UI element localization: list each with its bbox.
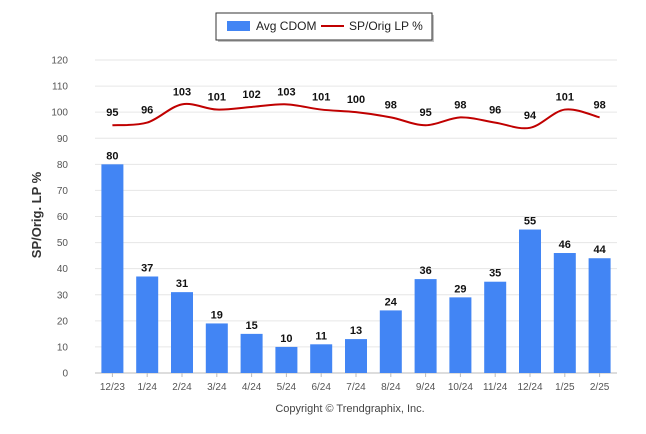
x-tick-label: 12/23 xyxy=(100,382,125,393)
line-data-label: 101 xyxy=(208,92,226,104)
x-tick-label: 3/24 xyxy=(207,382,227,393)
x-tick-label: 1/24 xyxy=(137,382,157,393)
bar-data-label: 44 xyxy=(593,244,606,256)
x-tick-label: 7/24 xyxy=(346,382,366,393)
line-data-label: 96 xyxy=(141,105,153,117)
y-tick-label: 120 xyxy=(51,56,68,67)
bar xyxy=(449,297,472,373)
y-axis-ticks: 0 10 20 30 40 50 60 70 80 90 100 110 120 xyxy=(51,56,68,380)
line-data-label: 96 xyxy=(489,105,501,117)
x-tick-label: 4/24 xyxy=(242,382,262,393)
bar xyxy=(310,344,333,373)
bar xyxy=(136,276,159,373)
line-data-label: 100 xyxy=(347,94,365,106)
legend-label-sp-orig-lp: SP/Orig LP % xyxy=(349,19,423,33)
y-tick-label: 90 xyxy=(57,134,69,145)
line-data-label: 102 xyxy=(242,89,260,101)
copyright-footer: Copyright © Trendgraphix, Inc. xyxy=(275,403,424,415)
line-data-label: 101 xyxy=(556,92,574,104)
line-path xyxy=(112,102,600,130)
y-tick-label: 60 xyxy=(57,212,69,223)
x-tick-label: 2/24 xyxy=(172,382,192,393)
legend-label-avg-cdom: Avg CDOM xyxy=(256,19,316,33)
y-tick-label: 20 xyxy=(57,316,69,327)
bar-data-label: 15 xyxy=(245,320,257,332)
bar-data-label: 35 xyxy=(489,268,501,280)
bar-data-label: 80 xyxy=(106,150,118,162)
y-tick-label: 110 xyxy=(52,82,68,93)
bar-data-label: 37 xyxy=(141,262,153,274)
y-tick-label: 40 xyxy=(57,264,69,275)
bar-series: 80 37 31 19 15 10 11 13 24 36 29 35 55 46 44 xyxy=(101,150,611,373)
bar-data-label: 10 xyxy=(280,333,292,345)
y-tick-label: 0 xyxy=(62,369,68,380)
x-tick-label: 2/25 xyxy=(590,382,610,393)
line-data-label: 98 xyxy=(593,99,605,111)
bar-data-label: 19 xyxy=(211,309,223,321)
x-tick-label: 10/24 xyxy=(448,382,473,393)
bar xyxy=(414,279,437,373)
legend-swatch-avg-cdom xyxy=(227,21,250,31)
y-tick-label: 70 xyxy=(57,186,69,197)
bar-data-label: 31 xyxy=(176,278,188,290)
line-data-label: 101 xyxy=(312,92,330,104)
x-axis-ticks: 12/23 1/24 2/24 3/24 4/24 5/24 6/24 7/24 8/24 9/2… xyxy=(100,373,610,393)
x-tick-label: 9/24 xyxy=(416,382,436,393)
bar xyxy=(519,229,541,373)
bar xyxy=(240,333,263,373)
bar-data-label: 55 xyxy=(524,216,536,228)
x-tick-label: 11/24 xyxy=(483,382,508,393)
bar xyxy=(345,339,367,373)
bar-data-label: 46 xyxy=(559,239,571,251)
bar-data-label: 24 xyxy=(385,296,398,308)
x-tick-label: 8/24 xyxy=(381,382,401,393)
line-series: 95 96 103 101 102 103 101 100 98 95 98 96 94 101 98 xyxy=(106,86,606,130)
line-data-label: 103 xyxy=(277,86,295,98)
x-tick-label: 1/25 xyxy=(555,382,575,393)
bar-data-label: 36 xyxy=(419,265,431,277)
x-tick-label: 12/24 xyxy=(517,382,542,393)
bar xyxy=(553,253,576,373)
y-axis-label: SP/Orig. LP % xyxy=(29,171,44,258)
bar-data-label: 13 xyxy=(350,325,362,337)
y-tick-label: 80 xyxy=(57,160,69,171)
y-tick-label: 10 xyxy=(57,342,69,353)
bar xyxy=(275,346,298,373)
bar-data-label: 11 xyxy=(315,330,327,342)
line-data-label: 94 xyxy=(524,110,537,122)
bar xyxy=(171,292,193,373)
line-data-label: 95 xyxy=(419,107,431,119)
x-tick-label: 5/24 xyxy=(277,382,297,393)
y-tick-label: 100 xyxy=(51,108,68,119)
line-data-label: 103 xyxy=(173,86,191,98)
x-tick-label: 6/24 xyxy=(311,382,331,393)
bar xyxy=(101,164,124,373)
y-tick-label: 50 xyxy=(57,238,69,249)
bar-data-label: 29 xyxy=(454,283,466,295)
bar xyxy=(484,281,507,373)
legend: Avg CDOM SP/Orig LP % xyxy=(215,12,434,42)
bar xyxy=(379,310,402,373)
line-data-label: 98 xyxy=(385,99,397,111)
y-tick-label: 30 xyxy=(57,290,69,301)
line-data-label: 98 xyxy=(454,99,466,111)
bar xyxy=(588,258,611,373)
line-data-label: 95 xyxy=(106,107,118,119)
bar xyxy=(205,323,228,373)
